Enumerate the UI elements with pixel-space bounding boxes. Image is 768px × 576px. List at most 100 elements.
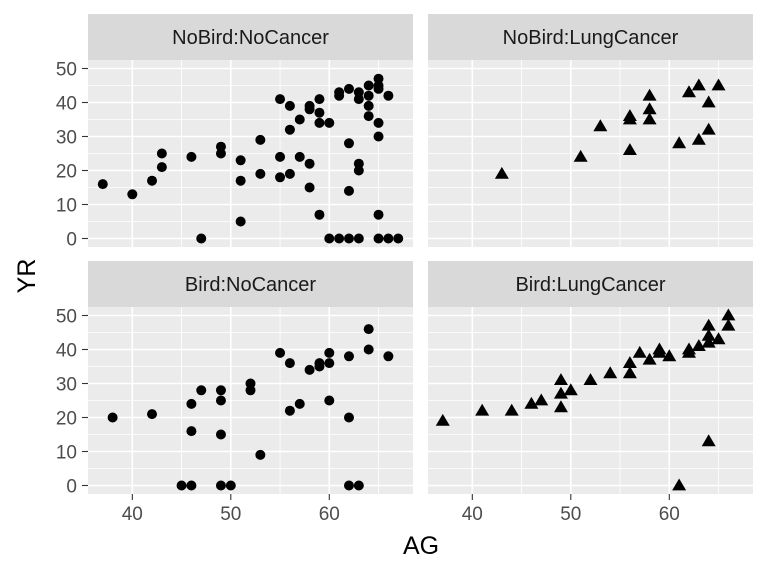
data-point-triangle bbox=[553, 386, 568, 399]
data-point-circle bbox=[294, 151, 305, 162]
data-point-circle bbox=[324, 395, 335, 406]
facet-strip-label: Bird:NoCancer bbox=[185, 274, 317, 296]
data-point-circle bbox=[373, 117, 384, 128]
y-tick-label: 30 bbox=[56, 375, 77, 396]
data-point-circle bbox=[343, 233, 354, 244]
data-point-triangle bbox=[504, 403, 519, 416]
facet-strip-label: Bird:LungCancer bbox=[515, 274, 665, 296]
data-point-triangle bbox=[672, 478, 687, 491]
data-point-circle bbox=[275, 172, 286, 183]
data-point-circle bbox=[107, 412, 118, 423]
data-point-circle bbox=[284, 405, 295, 416]
data-point-circle bbox=[343, 83, 354, 94]
data-point-circle bbox=[343, 185, 354, 196]
x-tick-label: 60 bbox=[319, 504, 340, 525]
data-point-triangle bbox=[672, 136, 687, 149]
data-point-triangle bbox=[583, 373, 598, 385]
panels-layer: NoBird:NoCancer NoBird:LungCancer Bird:NoC… bbox=[88, 14, 753, 494]
data-point-triangle bbox=[691, 78, 706, 91]
data-point-circle bbox=[373, 83, 384, 94]
data-point-circle bbox=[97, 179, 108, 190]
data-point-circle bbox=[294, 398, 305, 409]
facet-strip-label: NoBird:NoCancer bbox=[172, 27, 329, 49]
x-axis: 40 50 60 40 50 60 bbox=[122, 494, 680, 525]
data-point-circle bbox=[363, 80, 374, 91]
data-point-circle bbox=[363, 324, 374, 335]
facet-strip-label: NoBird:LungCancer bbox=[503, 27, 679, 49]
x-tick-label: 40 bbox=[122, 504, 143, 525]
data-point-circle bbox=[353, 233, 364, 244]
data-point-triangle bbox=[553, 400, 568, 413]
y-tick-label: 20 bbox=[56, 409, 77, 430]
data-point-circle bbox=[363, 90, 374, 101]
y-tick-label: 50 bbox=[56, 60, 77, 81]
data-point-triangle bbox=[721, 308, 736, 321]
data-point-circle bbox=[383, 233, 394, 244]
data-point-circle bbox=[156, 162, 167, 173]
panel-bird-lungcancer: Bird:LungCancer bbox=[428, 261, 753, 494]
data-point-circle bbox=[275, 347, 286, 358]
data-point-circle bbox=[353, 480, 364, 491]
data-point-circle bbox=[235, 175, 246, 186]
data-point-circle bbox=[176, 480, 187, 491]
data-point-triangle bbox=[701, 95, 716, 108]
data-point-triangle bbox=[701, 434, 716, 447]
data-point-triangle bbox=[524, 396, 539, 409]
data-point-circle bbox=[186, 151, 197, 162]
data-point-circle bbox=[215, 385, 226, 396]
data-point-circle bbox=[215, 148, 226, 159]
data-point-circle bbox=[147, 175, 158, 186]
data-point-circle bbox=[255, 449, 266, 460]
data-point-circle bbox=[235, 155, 246, 166]
data-point-circle bbox=[314, 94, 325, 105]
data-point-circle bbox=[334, 90, 345, 101]
data-point-circle bbox=[324, 117, 335, 128]
data-point-circle bbox=[393, 233, 404, 244]
data-point-circle bbox=[215, 480, 226, 491]
data-point-triangle bbox=[494, 166, 509, 179]
data-point-triangle bbox=[691, 339, 706, 351]
data-point-circle bbox=[324, 358, 335, 369]
data-point-circle bbox=[225, 480, 236, 491]
data-point-circle bbox=[383, 90, 394, 101]
data-point-circle bbox=[255, 168, 266, 179]
x-tick-label: 50 bbox=[220, 504, 241, 525]
data-point-circle bbox=[353, 94, 364, 105]
y-tick-label: 10 bbox=[56, 196, 77, 217]
data-point-circle bbox=[284, 168, 295, 179]
data-point-triangle bbox=[603, 366, 618, 379]
data-point-circle bbox=[314, 361, 325, 372]
data-point-circle bbox=[284, 100, 295, 111]
data-point-circle bbox=[304, 104, 315, 115]
data-point-triangle bbox=[622, 112, 637, 125]
data-point-triangle bbox=[701, 335, 716, 348]
data-point-circle bbox=[324, 347, 335, 358]
data-point-circle bbox=[284, 124, 295, 135]
y-tick-label: 20 bbox=[56, 162, 77, 183]
data-point-triangle bbox=[662, 349, 677, 362]
y-tick-label: 50 bbox=[56, 307, 77, 328]
data-point-triangle bbox=[681, 85, 696, 98]
data-point-circle bbox=[373, 209, 384, 220]
data-point-circle bbox=[127, 189, 138, 200]
data-point-circle bbox=[373, 233, 384, 244]
data-point-circle bbox=[304, 158, 315, 169]
data-point-triangle bbox=[475, 403, 490, 416]
data-point-circle bbox=[186, 398, 197, 409]
data-point-circle bbox=[324, 233, 335, 244]
data-point-circle bbox=[363, 344, 374, 355]
data-point-circle bbox=[186, 426, 197, 437]
y-tick-label: 0 bbox=[66, 230, 77, 251]
data-point-triangle bbox=[435, 413, 450, 426]
data-point-circle bbox=[343, 412, 354, 423]
panel-nobird-lungcancer: NoBird:LungCancer bbox=[428, 14, 753, 247]
panel-bird-nocancer: Bird:NoCancer bbox=[88, 261, 413, 494]
data-point-triangle bbox=[701, 318, 716, 331]
data-point-triangle bbox=[563, 383, 578, 396]
data-point-triangle bbox=[642, 88, 657, 101]
data-point-triangle bbox=[622, 356, 637, 368]
data-point-circle bbox=[343, 480, 354, 491]
data-point-circle bbox=[275, 151, 286, 162]
data-point-triangle bbox=[534, 393, 549, 406]
